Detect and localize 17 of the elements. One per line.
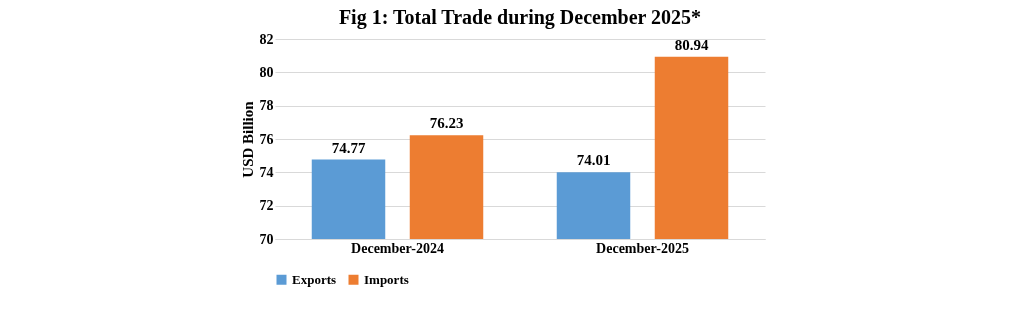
x-tick-label: December-2025	[596, 240, 689, 256]
y-tick-label: 70	[259, 231, 274, 247]
data-label: 80.94	[674, 36, 709, 53]
y-tick-label: 80	[259, 64, 274, 80]
data-label: 74.77	[331, 139, 366, 156]
chart-title: Fig 1: Total Trade during December 2025*	[338, 6, 702, 29]
y-tick-label: 72	[259, 198, 274, 214]
data-label: 76.23	[429, 115, 464, 132]
legend-label: Exports	[292, 271, 337, 287]
y-tick-label: 76	[259, 131, 274, 147]
data-label: 74.01	[576, 152, 611, 169]
x-tick-label: December-2024	[351, 240, 444, 256]
legend-label: Imports	[364, 271, 409, 287]
y-tick-label: 78	[259, 98, 274, 114]
y-tick-label: 82	[259, 31, 274, 47]
y-tick-label: 74	[259, 164, 274, 180]
y-axis-title: USD Billion	[239, 100, 256, 178]
